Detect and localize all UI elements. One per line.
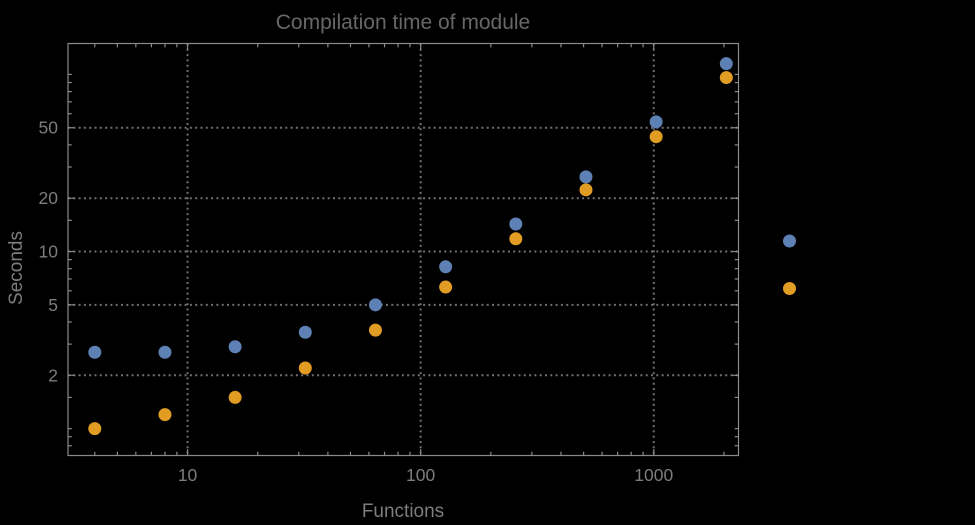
data-point-series-1-blue — [88, 345, 102, 359]
data-point-series-1-blue — [719, 57, 733, 71]
data-point-series-1-blue — [368, 298, 382, 312]
data-points — [88, 57, 733, 436]
data-point-series-2-orange — [88, 422, 102, 436]
x-tick-label: 10 — [178, 465, 198, 485]
data-point-series-2-orange — [719, 71, 733, 85]
data-point-series-2-orange — [439, 280, 453, 294]
y-tick-label: 20 — [39, 188, 59, 208]
y-tick-label: 10 — [39, 242, 59, 262]
legend-marker — [783, 282, 796, 295]
x-tick-label: 100 — [406, 465, 435, 485]
axis-ticks — [68, 43, 739, 456]
data-point-series-2-orange — [298, 361, 312, 375]
chart-title: Compilation time of module — [276, 11, 530, 34]
data-point-series-2-orange — [228, 390, 242, 404]
y-axis-label: Seconds — [6, 231, 27, 305]
data-point-series-1-blue — [439, 260, 453, 274]
data-point-series-2-orange — [509, 232, 523, 246]
y-tick-label: 5 — [48, 295, 58, 315]
x-tick-label: 1000 — [634, 465, 673, 485]
gridlines — [68, 43, 739, 456]
legend-marker — [783, 234, 796, 248]
axis-tick-labels: 10 100 1000 2 5 10 20 50 — [39, 118, 674, 485]
data-point-series-1-blue — [649, 115, 663, 129]
y-tick-label: 2 — [48, 365, 58, 385]
x-axis-label: Functions — [362, 501, 444, 522]
plot-frame — [67, 42, 740, 457]
data-point-series-2-orange — [368, 323, 382, 337]
y-tick-label: 50 — [39, 118, 59, 138]
data-point-series-1-blue — [579, 170, 593, 184]
legend — [783, 234, 796, 295]
data-point-series-1-blue — [228, 340, 242, 354]
data-point-series-2-orange — [158, 408, 172, 422]
data-point-series-2-orange — [649, 130, 663, 144]
data-point-series-1-blue — [509, 217, 523, 231]
data-point-series-1-blue — [158, 345, 172, 359]
data-point-series-2-orange — [579, 183, 593, 197]
data-point-series-1-blue — [298, 325, 312, 339]
